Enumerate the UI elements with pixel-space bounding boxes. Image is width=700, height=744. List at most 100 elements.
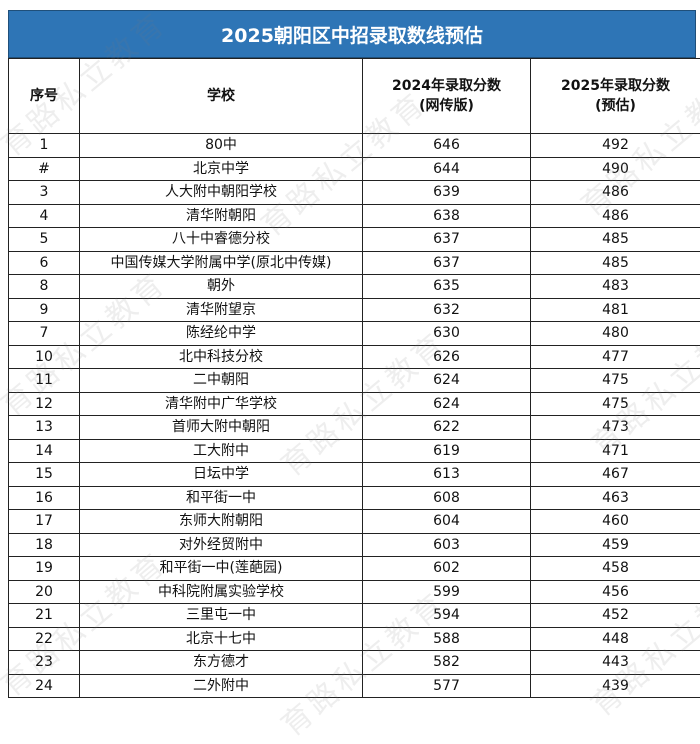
row-school: 朝外 [80,275,363,299]
row-score-2025: 459 [531,533,700,557]
row-index: 22 [9,627,80,651]
row-score-2025: 463 [531,486,700,510]
row-index: 13 [9,416,80,440]
row-score-2024: 603 [363,533,531,557]
header-index: 序号 [9,59,80,134]
row-score-2025: 448 [531,627,700,651]
row-score-2025: 471 [531,439,700,463]
row-index: 4 [9,204,80,228]
row-index: # [9,157,80,181]
row-school: 首师大附中朝阳 [80,416,363,440]
row-score-2025: 475 [531,369,700,393]
row-index: 11 [9,369,80,393]
row-index: 19 [9,557,80,581]
row-index: 18 [9,533,80,557]
row-score-2025: 443 [531,651,700,675]
row-score-2024: 646 [363,134,531,158]
row-score-2025: 477 [531,345,700,369]
row-score-2024: 639 [363,181,531,205]
row-school: 清华附中广华学校 [80,392,363,416]
row-index: 9 [9,298,80,322]
row-score-2024: 577 [363,674,531,698]
score-table-container: 2025朝阳区中招录取数线预估 序号 学校 2024年录取分数 (网传版) 20… [8,10,696,698]
row-index: 12 [9,392,80,416]
row-school: 北京中学 [80,157,363,181]
row-index: 24 [9,674,80,698]
row-index: 8 [9,275,80,299]
row-score-2024: 624 [363,392,531,416]
row-school: 北中科技分校 [80,345,363,369]
header-score-2024-line1: 2024年录取分数 [363,76,530,96]
row-index: 23 [9,651,80,675]
row-school: 陈经纶中学 [80,322,363,346]
row-score-2024: 637 [363,251,531,275]
row-school: 日坛中学 [80,463,363,487]
row-score-2024: 588 [363,627,531,651]
row-index: 15 [9,463,80,487]
row-score-2024: 613 [363,463,531,487]
row-score-2024: 604 [363,510,531,534]
row-score-2025: 492 [531,134,700,158]
row-score-2024: 602 [363,557,531,581]
row-score-2024: 619 [363,439,531,463]
row-school: 东方德才 [80,651,363,675]
row-score-2025: 475 [531,392,700,416]
row-score-2025: 481 [531,298,700,322]
header-score-2025-line1: 2025年录取分数 [531,76,700,96]
row-score-2025: 458 [531,557,700,581]
row-school: 清华附朝阳 [80,204,363,228]
row-score-2025: 485 [531,251,700,275]
row-school: 八十中睿德分校 [80,228,363,252]
row-score-2024: 582 [363,651,531,675]
row-index: 16 [9,486,80,510]
row-score-2025: 485 [531,228,700,252]
row-school: 中国传媒大学附属中学(原北中传媒) [80,251,363,275]
header-score-2024: 2024年录取分数 (网传版) [363,59,531,134]
row-index: 17 [9,510,80,534]
row-school: 二中朝阳 [80,369,363,393]
header-row: 序号 学校 2024年录取分数 (网传版) 2025年录取分数 (预估) [9,59,700,134]
row-index: 6 [9,251,80,275]
row-school: 和平街一中(莲葩园) [80,557,363,581]
header-score-2024-line2: (网传版) [363,96,530,116]
row-score-2025: 490 [531,157,700,181]
row-index: 5 [9,228,80,252]
row-index: 1 [9,134,80,158]
row-score-2025: 456 [531,580,700,604]
row-score-2024: 624 [363,369,531,393]
header-score-2025-line2: (预估) [531,96,700,116]
row-score-2024: 622 [363,416,531,440]
row-school: 80中 [80,134,363,158]
row-score-2024: 594 [363,604,531,628]
row-school: 工大附中 [80,439,363,463]
row-score-2024: 644 [363,157,531,181]
row-index: 20 [9,580,80,604]
row-score-2025: 483 [531,275,700,299]
row-score-2025: 480 [531,322,700,346]
row-score-2024: 626 [363,345,531,369]
row-score-2024: 637 [363,228,531,252]
row-index: 3 [9,181,80,205]
table-title: 2025朝阳区中招录取数线预估 [8,10,696,58]
row-school: 清华附望京 [80,298,363,322]
row-score-2024: 632 [363,298,531,322]
